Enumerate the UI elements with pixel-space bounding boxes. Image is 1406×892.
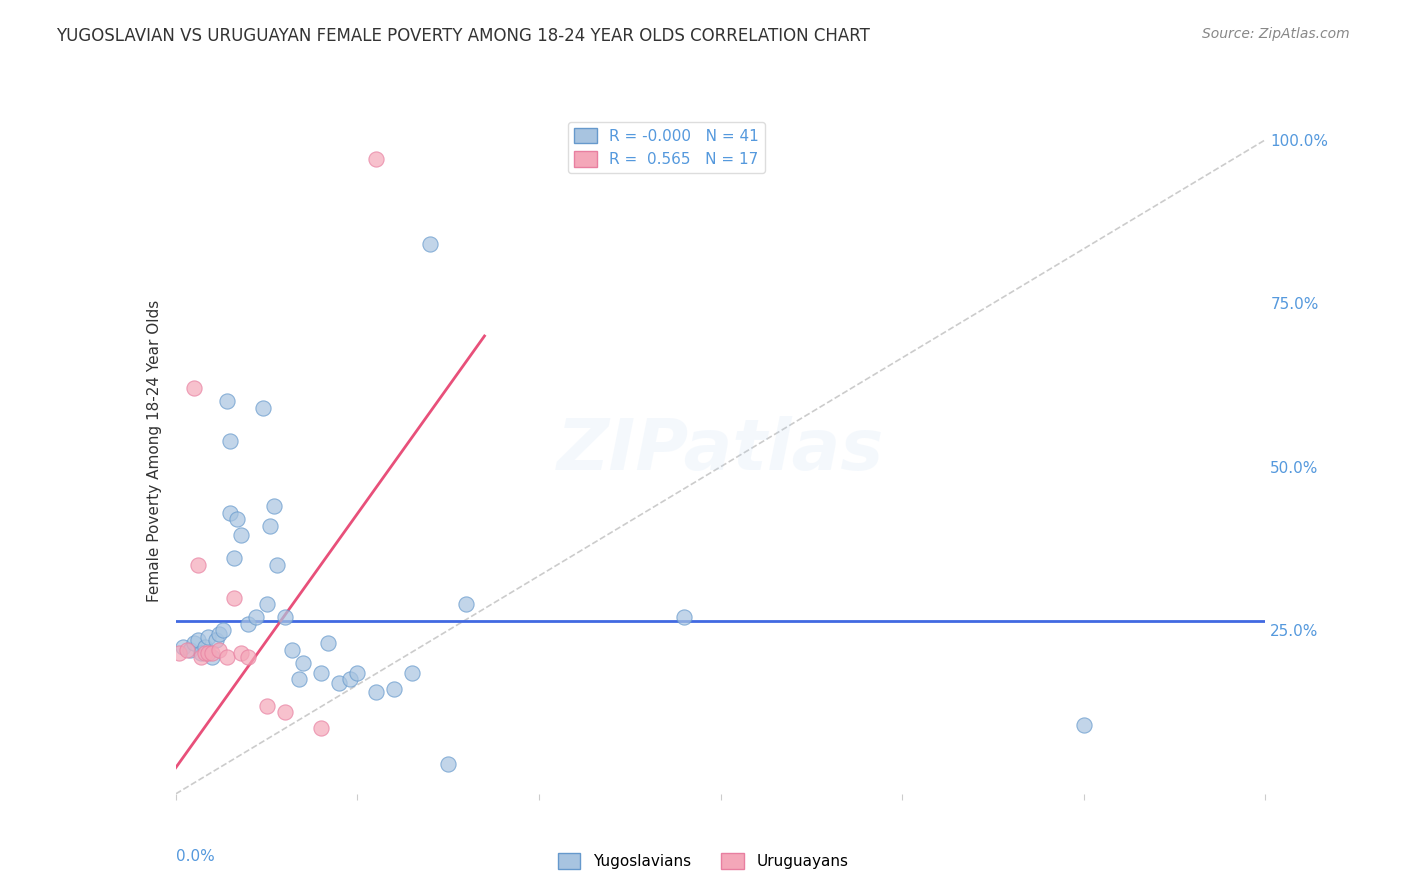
Point	[419, 237, 441, 252]
Point	[212, 624, 235, 638]
Point	[190, 649, 212, 664]
Point	[401, 665, 423, 680]
Point	[309, 665, 332, 680]
Text: ZIPatlas: ZIPatlas	[557, 416, 884, 485]
Point	[364, 685, 387, 699]
Point	[197, 646, 219, 660]
Point	[172, 640, 194, 654]
Point	[252, 401, 274, 415]
Point	[215, 394, 238, 409]
Text: 0.0%: 0.0%	[176, 849, 215, 863]
Point	[204, 633, 226, 648]
Point	[266, 558, 288, 572]
Y-axis label: Female Poverty Among 18-24 Year Olds: Female Poverty Among 18-24 Year Olds	[146, 300, 162, 601]
Point	[208, 643, 231, 657]
Legend: R = -0.000   N = 41, R =  0.565   N = 17: R = -0.000 N = 41, R = 0.565 N = 17	[568, 121, 765, 173]
Point	[245, 610, 267, 624]
Legend: Yugoslavians, Uruguayans: Yugoslavians, Uruguayans	[551, 847, 855, 875]
Point	[231, 528, 253, 542]
Point	[281, 643, 304, 657]
Point	[208, 626, 231, 640]
Point	[194, 646, 217, 660]
Point	[215, 649, 238, 664]
Point	[274, 705, 297, 719]
Point	[169, 646, 191, 660]
Text: Source: ZipAtlas.com: Source: ZipAtlas.com	[1202, 27, 1350, 41]
Point	[183, 381, 205, 395]
Point	[274, 610, 297, 624]
Point	[231, 646, 253, 660]
Point	[263, 499, 285, 513]
Point	[176, 643, 198, 657]
Point	[201, 649, 224, 664]
Point	[190, 646, 212, 660]
Point	[346, 665, 368, 680]
Text: YUGOSLAVIAN VS URUGUAYAN FEMALE POVERTY AMONG 18-24 YEAR OLDS CORRELATION CHART: YUGOSLAVIAN VS URUGUAYAN FEMALE POVERTY …	[56, 27, 870, 45]
Point	[673, 610, 696, 624]
Point	[222, 591, 245, 605]
Point	[226, 512, 249, 526]
Point	[309, 722, 332, 736]
Point	[219, 506, 242, 520]
Point	[382, 682, 405, 697]
Point	[179, 643, 201, 657]
Point	[201, 646, 224, 660]
Point	[456, 597, 478, 611]
Point	[256, 597, 278, 611]
Point	[339, 673, 361, 687]
Point	[183, 636, 205, 650]
Point	[1073, 718, 1095, 732]
Point	[222, 551, 245, 566]
Point	[186, 633, 209, 648]
Point	[291, 656, 314, 670]
Point	[259, 518, 281, 533]
Point	[219, 434, 242, 448]
Point	[437, 757, 460, 772]
Point	[256, 698, 278, 713]
Point	[328, 675, 350, 690]
Point	[238, 616, 260, 631]
Point	[238, 649, 260, 664]
Point	[364, 153, 387, 167]
Point	[318, 636, 340, 650]
Point	[194, 640, 217, 654]
Point	[197, 630, 219, 644]
Point	[288, 673, 311, 687]
Point	[186, 558, 209, 572]
